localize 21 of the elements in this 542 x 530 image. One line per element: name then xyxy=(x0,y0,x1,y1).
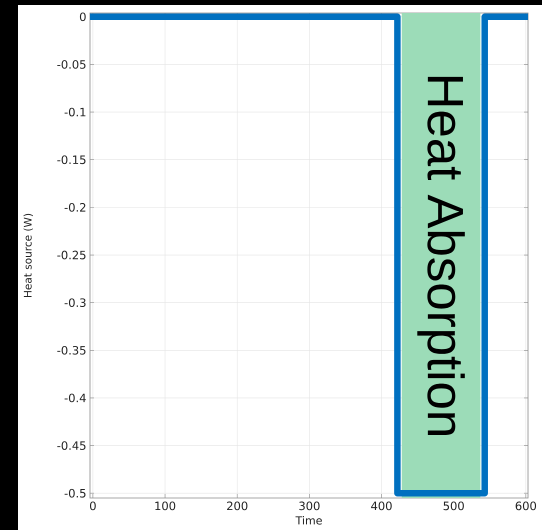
x-axis-title: Time xyxy=(296,516,322,525)
y-tick-label: 0 xyxy=(80,12,86,22)
band-label: Heat Absorption xyxy=(417,76,465,435)
x-tick-label: 300 xyxy=(299,502,320,510)
x-tick-label: 400 xyxy=(371,502,392,510)
y-tick-label: -0.35 xyxy=(57,346,86,355)
y-axis-title: Heat source (W) xyxy=(24,214,33,297)
y-tick-label: -0.5 xyxy=(64,488,86,498)
y-tick-label: -0.25 xyxy=(57,250,86,260)
y-tick-label: -0.4 xyxy=(64,394,86,402)
y-tick-label: -0.3 xyxy=(64,298,86,308)
x-tick-label: 0 xyxy=(90,502,96,510)
y-tick-label: -0.1 xyxy=(64,108,86,116)
x-tick-label: 200 xyxy=(227,502,248,510)
x-tick-label: 500 xyxy=(444,502,464,510)
y-tick-label: -0.45 xyxy=(57,441,86,450)
y-tick-label: -0.05 xyxy=(57,60,86,69)
y-tick-label: -0.2 xyxy=(64,203,86,212)
x-tick-label: 600 xyxy=(516,502,536,510)
y-tick-label: -0.15 xyxy=(57,155,86,164)
x-tick-label: 100 xyxy=(155,502,176,510)
